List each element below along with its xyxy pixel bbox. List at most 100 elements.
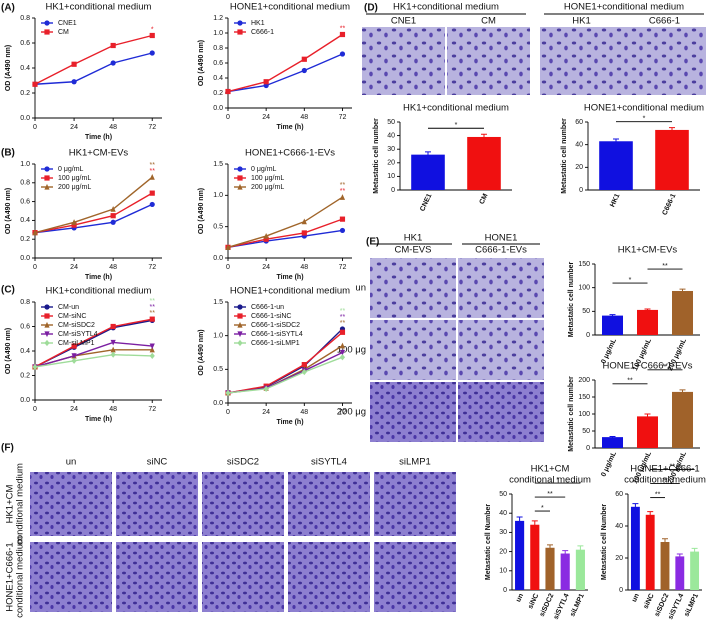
value-label: **: [340, 320, 346, 327]
x-tick-label: 24: [262, 114, 270, 121]
marker: [110, 323, 116, 330]
image-column-label: HK1: [572, 16, 590, 27]
y-tick-label: 0: [503, 587, 507, 594]
x-axis-label: Time (h): [85, 274, 112, 281]
y-tick-label: 30: [499, 529, 507, 536]
y-axis-label: OD (A490 nm): [5, 328, 12, 374]
y-axis-label: OD (A490 nm): [5, 188, 12, 234]
y-tick-label: 0: [391, 187, 395, 194]
y-tick-label: 50: [499, 491, 507, 498]
legend-label: C666-1-siNC: [251, 313, 291, 320]
legend-label: C666-1-un: [251, 304, 284, 311]
marker: [110, 339, 116, 346]
x-tick-label: 0: [226, 409, 230, 416]
panel-label: (F): [1, 443, 14, 454]
x-axis-label: Time (h): [276, 274, 303, 281]
marker: [71, 357, 77, 364]
marker: [32, 363, 38, 371]
marker: [149, 346, 155, 353]
y-tick-label: 0.8: [20, 15, 30, 22]
marker: [237, 175, 243, 181]
legend-label: CM-siSYTL4: [58, 331, 98, 338]
error-bar: [425, 151, 431, 158]
chart-title: HONE1+C666-1-EVs: [245, 148, 335, 159]
legend-label: C666-1-siSYTL4: [251, 331, 303, 338]
y-axis-label: OD (A490 nm): [5, 45, 12, 91]
y-tick-label: 60: [575, 119, 583, 126]
y-tick-label: 0.8: [213, 45, 223, 52]
marker: [339, 349, 346, 356]
marker: [149, 174, 155, 180]
x-tick-label: 72: [339, 264, 347, 271]
error-bar: [609, 314, 616, 317]
marker: [71, 353, 77, 359]
value-label: *: [151, 26, 154, 33]
y-tick-label: 0.0: [20, 115, 30, 122]
x-axis-label: Time (h): [85, 416, 112, 423]
x-tick-label: 24: [262, 264, 270, 271]
y-axis-label: OD (A490 nm): [198, 40, 205, 86]
marker: [149, 343, 155, 350]
image-column-label: CNE1: [391, 16, 416, 27]
micrograph: [374, 472, 456, 536]
chart-title: HONE1+C666-1-EVs: [602, 361, 692, 372]
marker: [149, 352, 155, 359]
x-tick-label: un: [631, 593, 641, 604]
significance-label: *: [541, 505, 544, 512]
x-tick-label: 0: [33, 124, 37, 131]
y-tick-label: 0.0: [20, 255, 30, 262]
error-bar: [481, 133, 487, 140]
panel-label: (B): [1, 148, 15, 159]
micrograph: [288, 542, 370, 612]
image-column-label: siSYTL4: [311, 457, 347, 468]
error-bar: [647, 511, 654, 518]
x-tick-label: 48: [109, 406, 117, 413]
micrograph: [623, 27, 706, 95]
significance-label: *: [556, 477, 559, 484]
chart-title: HK1+CM-EVs: [69, 148, 129, 159]
x-tick-label: 48: [109, 124, 117, 131]
y-tick-label: 0.6: [20, 323, 30, 330]
micrograph: [370, 258, 456, 318]
x-tick-label: 24: [70, 406, 78, 413]
y-tick-label: 60: [615, 491, 623, 498]
y-tick-label: 50: [387, 119, 395, 126]
micrograph: [116, 472, 198, 536]
marker: [71, 219, 77, 225]
chart-title: HK1+CM: [531, 464, 570, 475]
bar: [645, 514, 655, 590]
micrograph: [370, 320, 456, 380]
error-bar: [669, 127, 675, 133]
image-row-label: conditional medium: [15, 463, 26, 545]
chart-title: HK1+conditional medium: [46, 286, 152, 297]
legend-label: CM: [58, 29, 69, 36]
marker: [301, 67, 307, 74]
marker: [225, 389, 231, 396]
y-tick-label: 0.5: [213, 224, 223, 231]
image-column-label: siNC: [147, 457, 168, 468]
y-axis-label: OD (A490 nm): [198, 188, 205, 234]
marker: [237, 183, 243, 190]
image-column-label: CM-EVS: [395, 245, 432, 256]
chart-title: HK1+conditional medium: [403, 103, 509, 114]
y-tick-label: 0.8: [20, 299, 30, 306]
marker: [110, 346, 116, 353]
bar: [599, 141, 633, 190]
marker: [44, 304, 50, 310]
micrograph: [30, 472, 112, 536]
marker: [263, 79, 269, 85]
y-tick-label: 100: [578, 411, 590, 418]
bar: [575, 549, 585, 590]
image-row-label: conditional medium: [15, 536, 26, 618]
chart-title: conditional medium: [624, 475, 706, 486]
marker: [225, 88, 231, 95]
marker: [71, 222, 77, 228]
x-tick-label: 24: [262, 409, 270, 416]
panel-label: (A): [1, 3, 15, 14]
series-line: [34, 192, 153, 234]
value-label: **: [150, 304, 156, 311]
y-tick-label: 0.2: [20, 90, 30, 97]
image-column-label: siLMP1: [399, 457, 431, 468]
y-tick-label: 0.2: [20, 236, 30, 243]
bar: [690, 551, 700, 590]
